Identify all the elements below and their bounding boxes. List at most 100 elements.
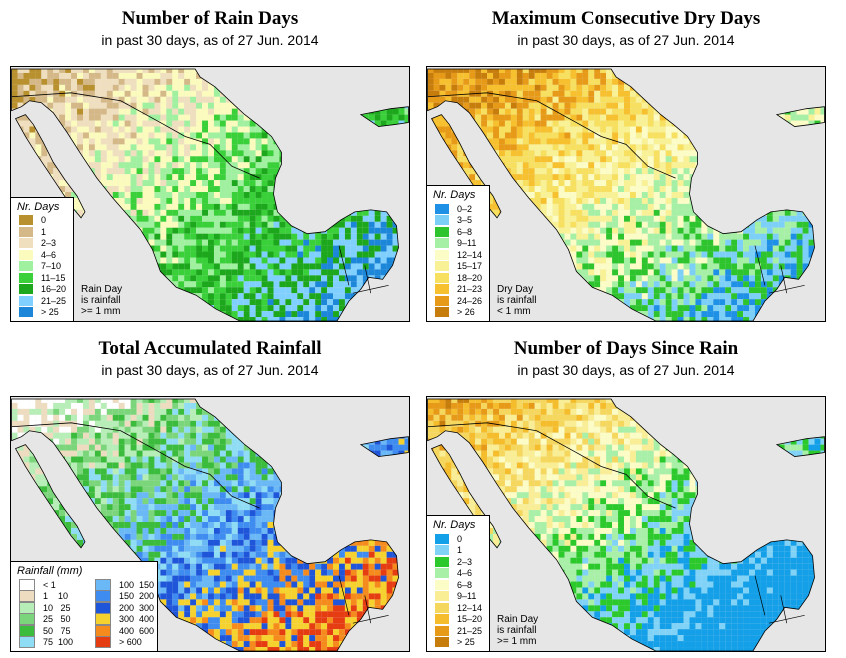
panel-title: Maximum Consecutive Dry Days: [491, 8, 761, 29]
legend-item: 7–10: [11, 261, 73, 273]
legend-label: 400 600: [119, 625, 155, 636]
legend-item: 12–14: [427, 602, 489, 614]
legend-title: Nr. Days: [433, 189, 476, 201]
legend-item: 11–15: [11, 272, 73, 284]
coastline: [427, 398, 815, 651]
legend-label: 50 75: [43, 625, 71, 636]
legend-label: 24–26: [457, 295, 483, 306]
legend-label: 1: [41, 226, 47, 237]
note-line: is rainfall: [497, 625, 537, 636]
panel-rainfall: Total Accumulated Rainfall in past 30 da…: [10, 338, 410, 652]
legend-label: 21–25: [41, 295, 67, 306]
panel-dry-days: Maximum Consecutive Dry Days in past 30 …: [426, 8, 826, 322]
cuba-outline: [775, 436, 825, 457]
legend-label: 150 200: [119, 591, 155, 602]
legend-swatch: [19, 307, 33, 318]
legend-item: 9–11: [427, 591, 489, 603]
map-canvas: [11, 68, 409, 321]
legend-item: 2–3: [11, 238, 73, 250]
legend-swatch: [435, 579, 449, 590]
cuba-outline: [775, 106, 825, 127]
legend-item: 0: [427, 533, 489, 545]
legend-swatch: [435, 637, 449, 648]
legend-item: 10 25: [11, 601, 81, 614]
note-line: is rainfall: [497, 295, 537, 306]
legend-item: 0: [11, 215, 73, 227]
legend-swatch: [19, 613, 35, 626]
legend-swatch: [435, 284, 449, 295]
legend-label: > 600: [119, 637, 142, 648]
country-borders: [338, 245, 389, 294]
legend-item: 25 50: [11, 613, 81, 626]
legend-swatch: [19, 624, 35, 637]
legend-item: > 25: [427, 637, 489, 649]
legend-item: 1: [427, 545, 489, 557]
legend-item: 16–20: [11, 284, 73, 296]
panel-subtitle: in past 30 days, as of 27 Jun. 2014: [517, 32, 735, 48]
legend-label: 300 400: [119, 614, 155, 625]
legend-label: 16–20: [41, 284, 67, 295]
legend-label: 25 50: [43, 614, 71, 625]
legend-label: 0: [457, 533, 463, 544]
legend-swatch: [435, 203, 449, 214]
legend-item: 15–17: [427, 261, 489, 273]
legend-swatch: [435, 261, 449, 272]
legend-label: 1 10: [43, 591, 69, 602]
legend-swatch: [435, 602, 449, 613]
legend-item: 4–6: [427, 568, 489, 580]
legend-item: 200 300: [87, 601, 157, 614]
legend-item: 400 600: [87, 624, 157, 637]
legend-label: 9–11: [457, 238, 477, 249]
panel-title: Number of Days Since Rain: [513, 338, 739, 359]
panel-title: Total Accumulated Rainfall: [98, 338, 322, 359]
country-borders: [338, 575, 389, 624]
legend-swatch: [435, 226, 449, 237]
legend-item: 18–20: [427, 272, 489, 284]
legend-item: 1 10: [11, 590, 81, 603]
legend-swatch: [95, 590, 111, 603]
map-dry-days: Nr. Days 0–2 3–5 6–8 9–11 12–14 15–17 18–20 21–2…: [426, 66, 826, 322]
country-borders: [754, 245, 805, 294]
map-note: Rain Day is rainfall >= 1 mm: [81, 284, 122, 317]
legend-item: 24–26: [427, 295, 489, 307]
country-borders: [754, 575, 805, 624]
note-line: is rainfall: [81, 295, 121, 306]
legend-label: > 25: [41, 307, 59, 318]
legend-swatch: [435, 625, 449, 636]
note-line: >= 1 mm: [497, 636, 537, 647]
legend-swatch: [95, 613, 111, 626]
legend-item: 21–25: [427, 625, 489, 637]
us-mexico-border: [427, 92, 676, 179]
coastline: [427, 68, 815, 321]
legend-swatch: [435, 249, 449, 260]
coastline: [14, 444, 86, 549]
legend-item: 15–20: [427, 614, 489, 626]
legend-label: 7–10: [41, 261, 62, 272]
legend-label: 12–14: [457, 602, 483, 613]
legend-swatch: [435, 307, 449, 318]
legend-label: 2–3: [457, 556, 473, 567]
legend-item: 9–11: [427, 238, 489, 250]
legend-label: 1: [457, 545, 463, 556]
legend-item: > 25: [11, 307, 73, 319]
legend-label: < 1: [43, 579, 56, 590]
legend-label: 6–8: [457, 579, 473, 590]
legend-swatch: [435, 272, 449, 283]
legend-swatch: [435, 614, 449, 625]
legend-label: 15–20: [457, 614, 483, 625]
note-line: Dry Day: [497, 284, 534, 295]
note-line: Rain Day: [81, 284, 123, 295]
legend-title: Nr. Days: [433, 519, 476, 531]
legend-swatch: [435, 238, 449, 249]
map-legend: Nr. Days 0–2 3–5 6–8 9–11 12–14 15–17 18–20 21–2…: [427, 185, 490, 321]
legend-swatch: [95, 636, 111, 649]
legend-item: 12–14: [427, 249, 489, 261]
legend-swatch: [19, 590, 35, 603]
legend-label: 0: [41, 215, 47, 226]
legend-swatch: [435, 591, 449, 602]
legend-swatch: [19, 238, 33, 249]
legend-swatch: [19, 249, 33, 260]
legend-label: > 25: [457, 637, 475, 648]
legend-swatch: [19, 601, 35, 614]
legend-swatch: [95, 601, 111, 614]
